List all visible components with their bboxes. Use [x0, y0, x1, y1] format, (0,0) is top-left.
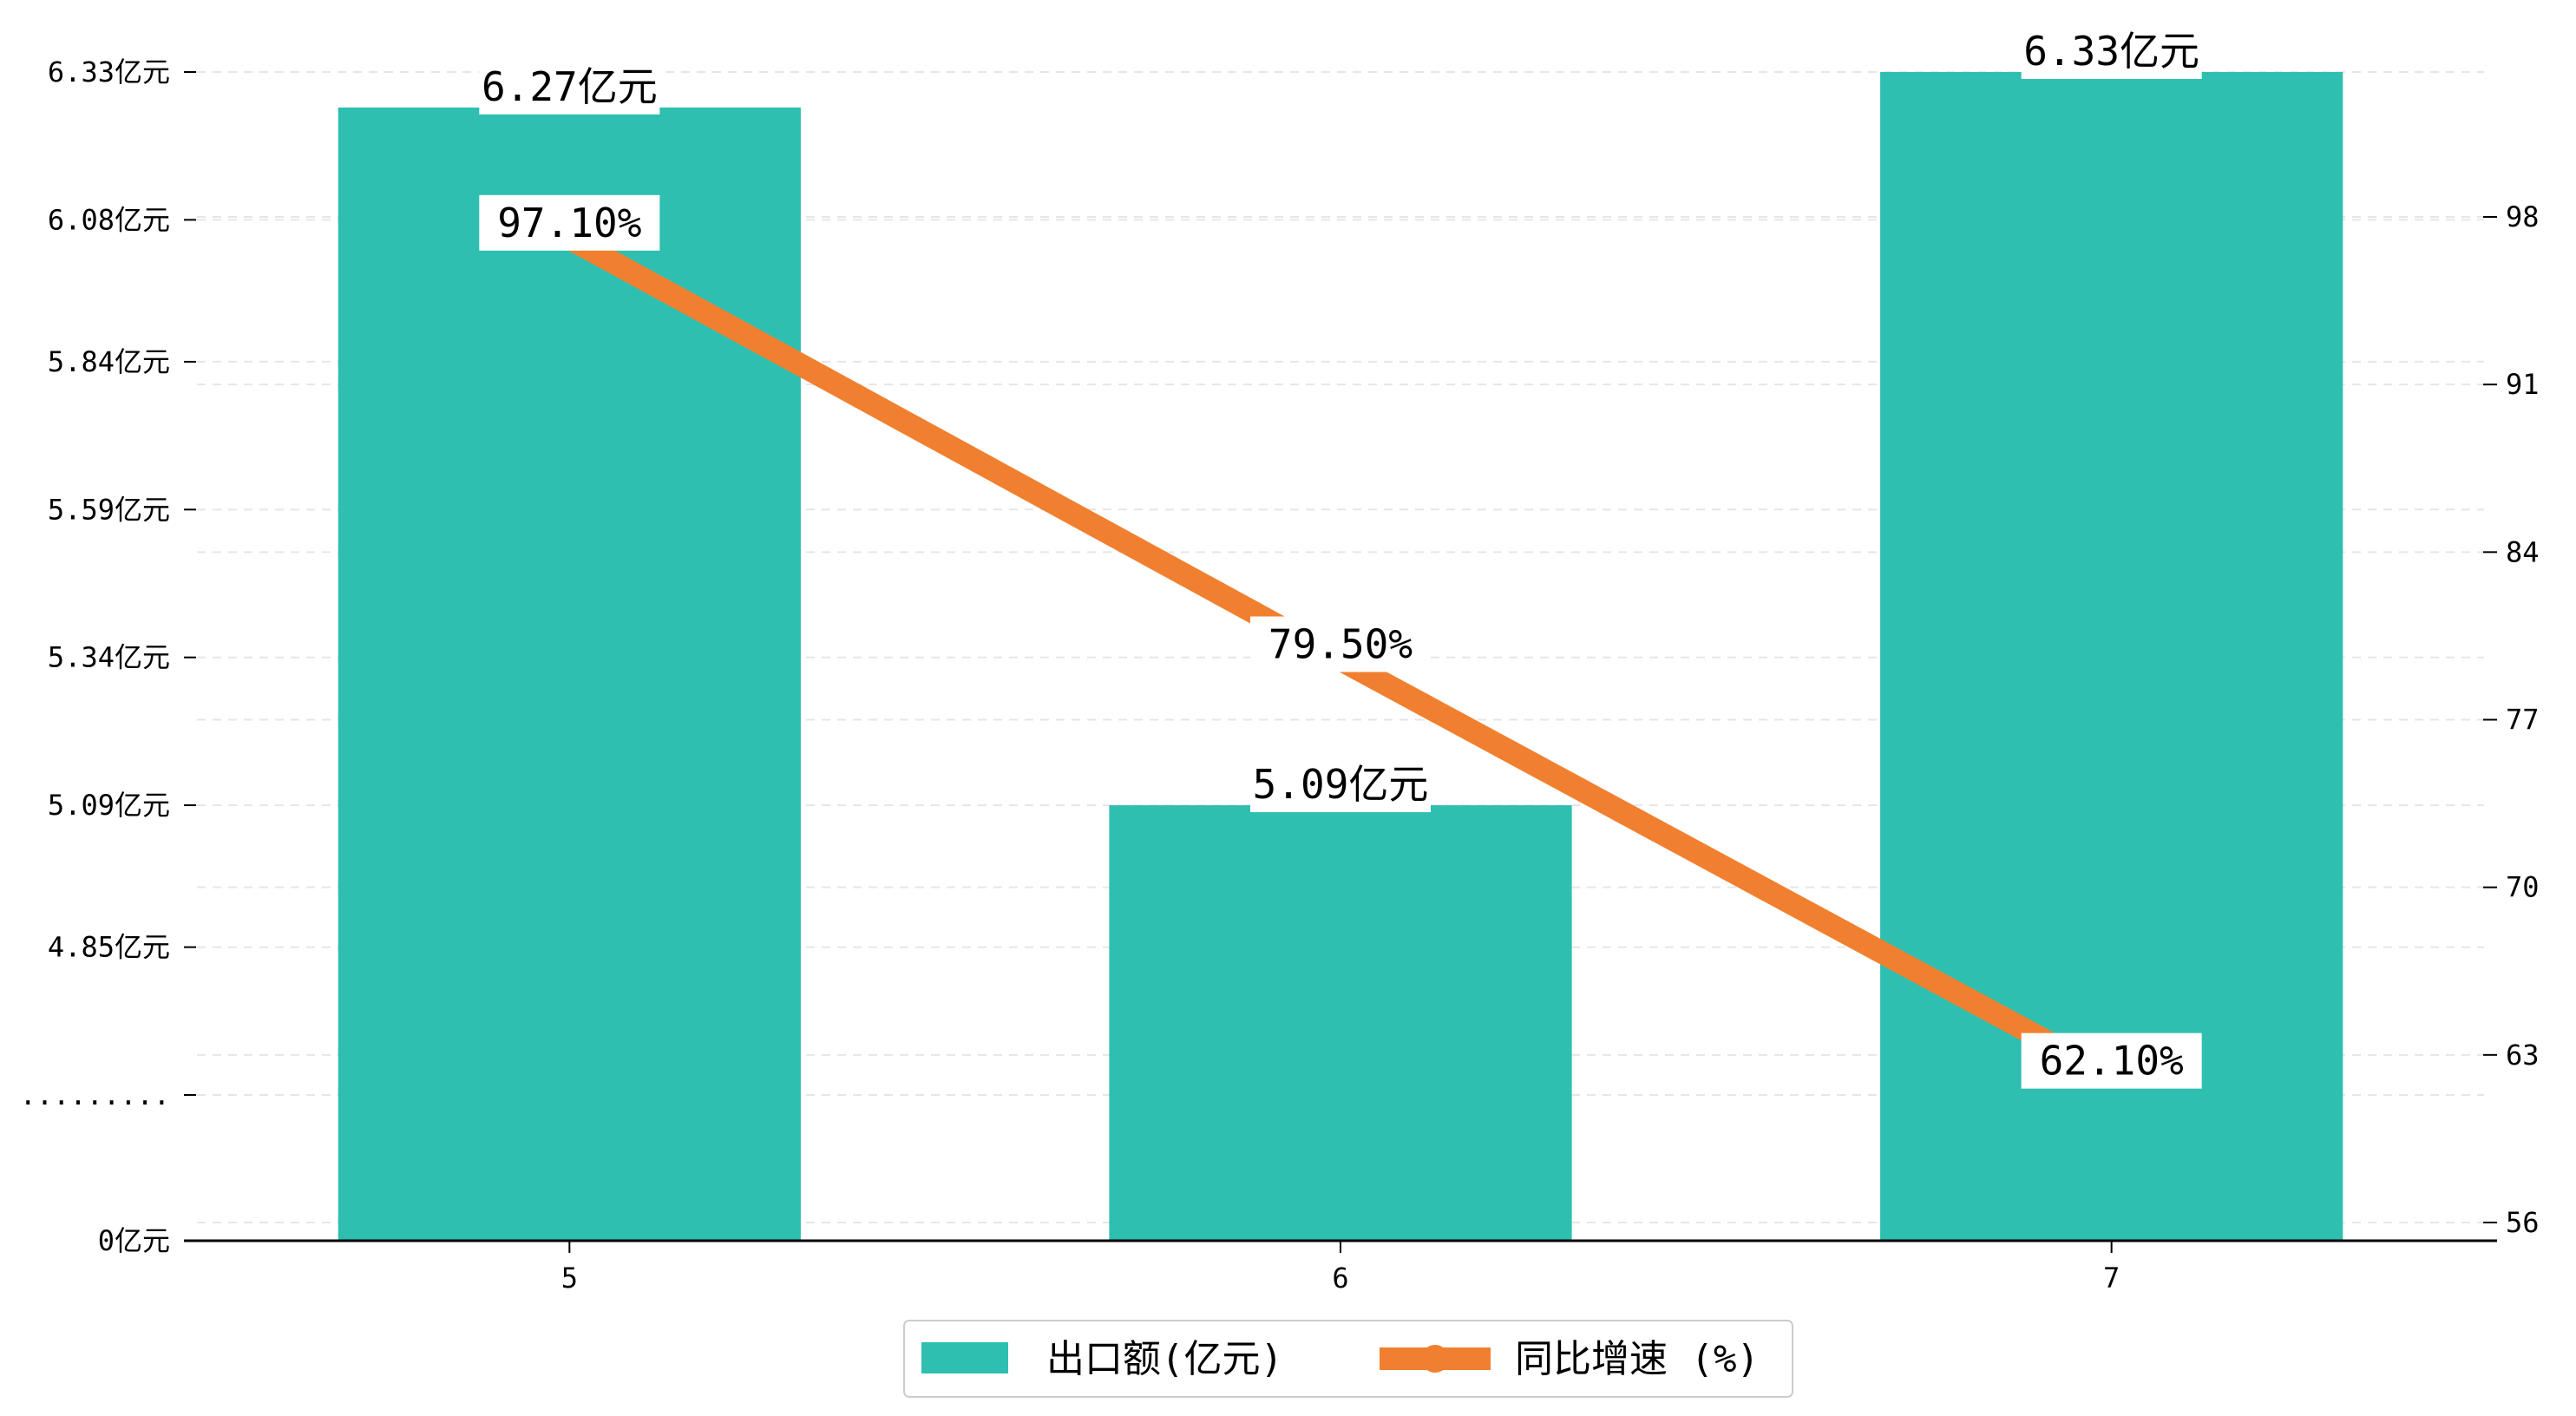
y-left-tick-label: 4.85亿元: [48, 931, 170, 964]
y-right-tick-label: 70: [2506, 871, 2540, 904]
bar-value-label-box: [2021, 23, 2202, 79]
legend-bar-label: 出口额(亿元): [1046, 1337, 1283, 1381]
y-right-tick-label: 98: [2506, 200, 2540, 233]
y-right-tick-label: 56: [2506, 1206, 2540, 1239]
y-left-tick-label: 5.59亿元: [48, 493, 170, 526]
y-left-tick-label: 5.09亿元: [48, 789, 170, 822]
line-value-label: 97.10%: [497, 200, 641, 246]
y-left-tick-label: .........: [20, 1078, 170, 1111]
line-value-label-box: [2021, 1032, 2202, 1089]
legend-box: [903, 1320, 1793, 1398]
y-right-tick-label: 91: [2506, 368, 2540, 401]
legend: 出口额(亿元) 同比增速 (%): [903, 1320, 1793, 1398]
y-right-tick-label: 84: [2506, 535, 2540, 568]
bar: [1109, 805, 1572, 1241]
bar-value-label: 5.09亿元: [1253, 761, 1429, 808]
line-value-label: 79.50%: [1268, 621, 1413, 668]
y-right-tick-label: 77: [2506, 704, 2540, 737]
data-labels: 6.27亿元 5.09亿元 6.33亿元 97.10% 79.50% 62.10%: [479, 23, 2202, 1089]
bar: [338, 107, 801, 1242]
y-left-tick-label: 0亿元: [98, 1224, 170, 1257]
y-left-tick-label: 6.08亿元: [48, 203, 170, 236]
legend-bar-swatch: [921, 1342, 1008, 1373]
bar-value-label-box: [1250, 757, 1431, 813]
y-left-tick-label: 5.34亿元: [48, 641, 170, 674]
line-value-label-box: [1250, 616, 1431, 672]
axes: 0亿元......... 4.85亿元 5.09亿元 5.34亿元 5.59亿元 5.84…: [20, 56, 2540, 1295]
x-tick-label: 6: [1332, 1262, 1348, 1295]
y-right-tick-label: 63: [2506, 1039, 2540, 1072]
x-tick-label: 7: [2103, 1262, 2120, 1295]
line-value-label: 62.10%: [2040, 1038, 2184, 1085]
bar-value-label: 6.27亿元: [482, 63, 658, 110]
line-value-label-box: [479, 194, 660, 251]
bar-value-label: 6.33亿元: [2023, 28, 2199, 75]
legend-line-marker: [1421, 1345, 1449, 1373]
y-left-tick-label: 6.33亿元: [48, 56, 170, 88]
y-left-tick-label: 5.84亿元: [48, 345, 170, 378]
x-tick-label: 5: [561, 1262, 578, 1295]
bar-value-label-box: [479, 58, 660, 115]
legend-line-label: 同比增速 (%): [1515, 1337, 1760, 1381]
